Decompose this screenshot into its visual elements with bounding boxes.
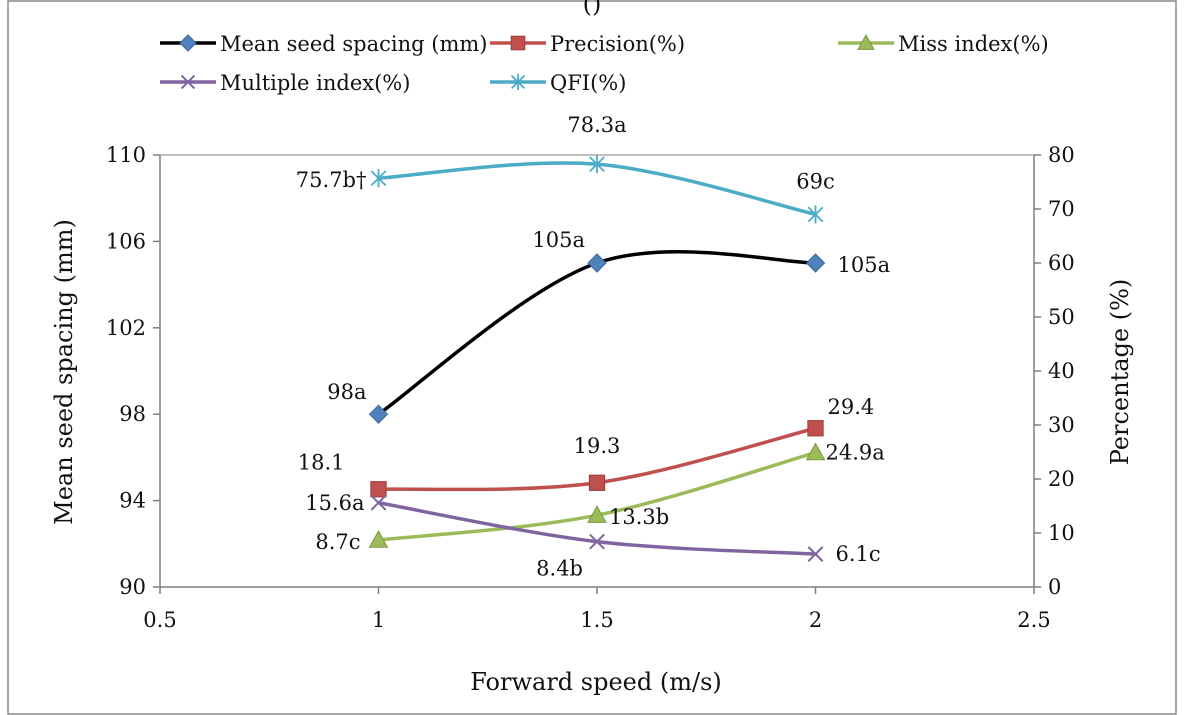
y-right-tick-label: 60 <box>1048 251 1075 275</box>
legend-label: QFI(%) <box>550 71 626 95</box>
y-left-tick-label: 94 <box>119 489 146 513</box>
series-3-label-2: 6.1c <box>836 542 881 566</box>
series-3-point-1 <box>589 533 605 550</box>
series-3-point-0-stroke <box>370 494 387 511</box>
series-2-point-0 <box>368 529 389 548</box>
legend-item-1: Precision(%) <box>490 32 685 56</box>
series-1-label-0: 18.1 <box>298 450 345 474</box>
legend-item-0: Mean seed spacing (mm) <box>160 32 487 56</box>
series-3-point-2 <box>807 546 824 562</box>
y-right-tick-label: 40 <box>1048 359 1075 383</box>
y-right-tick-label: 70 <box>1048 197 1075 221</box>
series-layer <box>368 155 826 562</box>
series-0-label-0: 98a <box>327 380 366 404</box>
x-tick-label: 1.5 <box>580 608 613 632</box>
data-labels: 98a 105a 105a 18.1 19.3 29.4 8.7c 13.3b 24.9a 15.… <box>296 113 890 580</box>
series-1-point-0 <box>370 481 387 498</box>
series-0-label-1: 105a <box>532 228 585 252</box>
series-2-label-0: 8.7c <box>315 530 360 554</box>
series-3-point-1-stroke <box>589 533 605 550</box>
series-2-label-2: 24.9a <box>826 441 885 465</box>
y-axis-right-title: Percentage (%) <box>1106 279 1134 466</box>
legend-item-3: Multiple index(%) <box>160 71 410 95</box>
y-right-tick-label: 10 <box>1048 521 1075 545</box>
series-3-point-2-stroke <box>807 546 824 562</box>
y-left-tick-label: 102 <box>106 316 146 340</box>
legend-label: Precision(%) <box>550 32 685 56</box>
y-left-tick-label: 110 <box>106 143 146 167</box>
series-4-point-1 <box>589 155 605 174</box>
series-4-label-1: 78.3a <box>567 113 626 137</box>
series-4-point-0 <box>370 169 387 188</box>
series-0-point-0 <box>368 404 389 424</box>
chart-frame <box>7 0 1177 715</box>
x-tick-label: 2.5 <box>1017 608 1050 632</box>
top-fragment: () <box>583 0 602 18</box>
series-1-point-2 <box>807 420 824 437</box>
legend: Mean seed spacing (mm) Precision(%) Miss i… <box>160 32 1049 95</box>
series-2-point-2 <box>805 442 826 461</box>
series-2-label-1: 13.3b <box>609 505 669 529</box>
legend-item-2: Miss index(%) <box>838 32 1049 56</box>
legend-label: Mean seed spacing (mm) <box>220 32 487 56</box>
y-right-tick-label: 30 <box>1048 413 1075 437</box>
legend-item-4: QFI(%) <box>490 71 626 95</box>
x-axis-title: Forward speed (m/s) <box>470 668 722 696</box>
y-right-tick-label: 0 <box>1048 575 1061 599</box>
series-0-label-2: 105a <box>838 253 891 277</box>
y-left-tick-label: 106 <box>106 229 146 253</box>
legend-swatch-marker <box>510 35 526 51</box>
series-4-label-2: 69c <box>796 169 834 193</box>
y-right-tick-label: 20 <box>1048 467 1075 491</box>
y-right-tick-label: 50 <box>1048 305 1075 329</box>
series-3-label-1: 8.4b <box>536 557 583 581</box>
series-4-point-2 <box>807 205 824 224</box>
legend-swatch-marker <box>180 74 196 90</box>
series-1-label-1: 19.3 <box>574 434 621 458</box>
legend-swatch-marker <box>179 34 197 52</box>
y-axis-left-title: Mean seed spacing (mm) <box>50 219 78 525</box>
series-1-point-1 <box>588 474 606 491</box>
series-2-point-1 <box>587 505 607 523</box>
x-tick-label: 0.5 <box>143 608 176 632</box>
series-0-point-1 <box>587 253 607 273</box>
series-4-label-0: 75.7b† <box>296 168 367 192</box>
series-3-label-0: 15.6a <box>305 491 364 515</box>
x-tick-label: 1 <box>372 608 385 632</box>
legend-label: Multiple index(%) <box>220 71 410 95</box>
y-right-tick-label: 80 <box>1048 143 1075 167</box>
x-tick-label: 2 <box>809 608 822 632</box>
axes: 0.5 1 1.5 2 2.5 90 94 98 102 106 110 0 10 20 30 40 50 60 7… <box>106 143 1075 632</box>
series-3-point-0 <box>370 494 387 511</box>
legend-label: Miss index(%) <box>898 32 1049 56</box>
series-1-label-2: 29.4 <box>828 395 875 419</box>
legend-swatch-marker-stroke <box>180 74 196 90</box>
series-0-point-2 <box>805 253 826 273</box>
y-left-tick-label: 98 <box>119 402 146 426</box>
y-left-tick-label: 90 <box>119 575 146 599</box>
legend-swatch-marker <box>857 33 875 50</box>
legend-swatch-marker <box>510 74 526 90</box>
